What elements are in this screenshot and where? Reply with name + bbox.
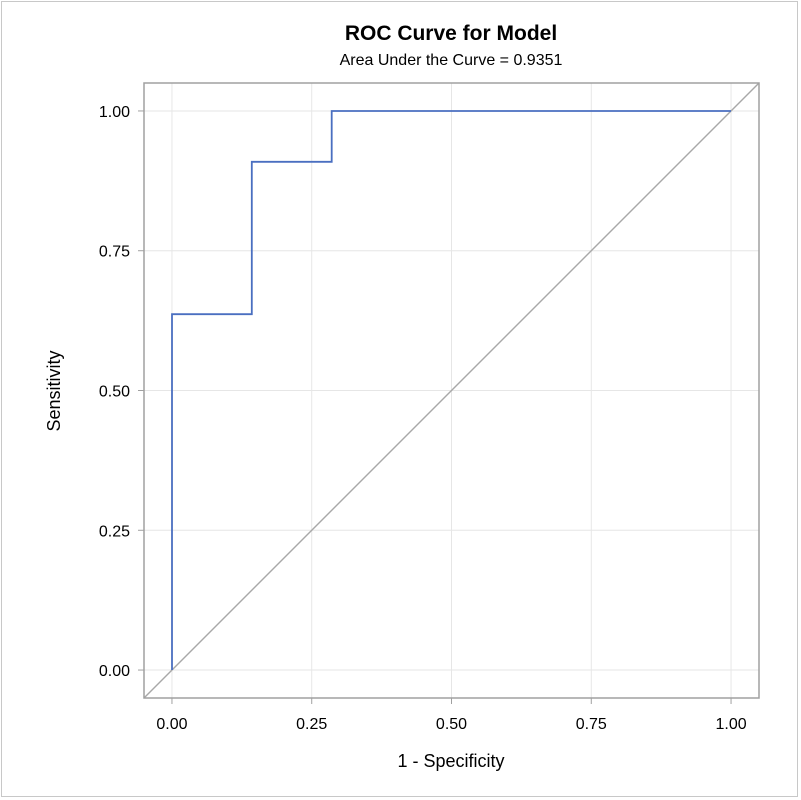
roc-curve-line xyxy=(171,110,731,670)
x-tick-label: 0.75 xyxy=(576,716,607,733)
tick-labels: 0.00 0.25 0.50 0.75 1.00 0.00 0.25 0.50 0.75 1.00 xyxy=(99,104,747,733)
chart-subtitle: Area Under the Curve = 0.9351 xyxy=(340,52,563,69)
x-tick-label: 1.00 xyxy=(715,716,746,733)
chart-title: ROC Curve for Model xyxy=(345,22,557,45)
y-tick-label: 0.00 xyxy=(99,663,130,680)
x-axis-label: 1 - Specificity xyxy=(397,751,504,771)
y-tick-label: 0.75 xyxy=(99,244,130,261)
reference-diagonal xyxy=(143,82,760,699)
diagonal-reference-line xyxy=(143,82,760,699)
x-tick-label: 0.25 xyxy=(296,716,327,733)
y-tick-label: 0.50 xyxy=(99,384,130,401)
x-tick-label: 0.50 xyxy=(436,716,467,733)
y-axis-label: Sensitivity xyxy=(44,350,64,431)
roc-series xyxy=(171,110,731,670)
x-tick-label: 0.00 xyxy=(156,716,187,733)
y-tick-label: 1.00 xyxy=(99,104,130,121)
y-tick-label: 0.25 xyxy=(99,523,130,540)
